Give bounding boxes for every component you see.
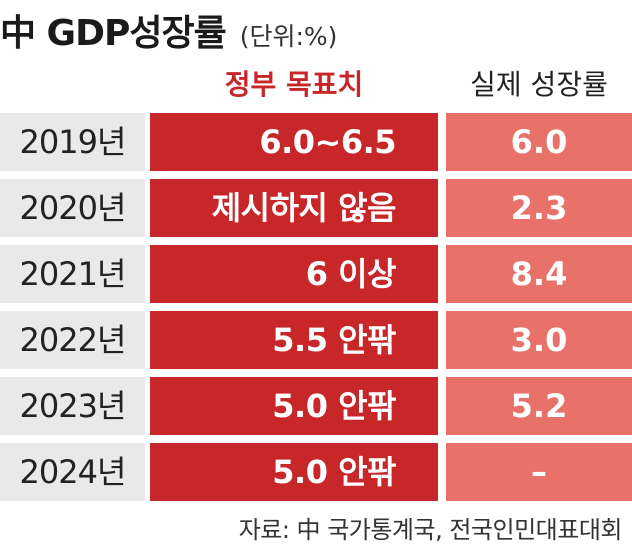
target-cell: 6 이상 <box>150 245 438 303</box>
year-cell: 2024년 <box>0 443 145 501</box>
actual-cell: – <box>446 443 632 501</box>
table-row: 2020년 제시하지 않음 2.3 <box>0 179 632 237</box>
column-header-target: 정부 목표치 <box>224 68 364 101</box>
target-cell: 제시하지 않음 <box>150 179 438 237</box>
year-cell: 2022년 <box>0 311 145 369</box>
target-cell: 5.0 안팎 <box>150 443 438 501</box>
table-row: 2019년 6.0~6.5 6.0 <box>0 113 632 171</box>
actual-cell: 5.2 <box>446 377 632 435</box>
actual-cell: 3.0 <box>446 311 632 369</box>
actual-cell: 6.0 <box>446 113 632 171</box>
actual-cell: 8.4 <box>446 245 632 303</box>
target-cell: 5.5 안팎 <box>150 311 438 369</box>
year-cell: 2019년 <box>0 113 145 171</box>
table-row: 2023년 5.0 안팎 5.2 <box>0 377 632 435</box>
chart-title: 中 GDP성장률 <box>0 13 227 54</box>
unit-label: (단위:%) <box>239 22 338 51</box>
title-row: 中 GDP성장률 (단위:%) <box>0 4 338 54</box>
year-cell: 2023년 <box>0 377 145 435</box>
source-note: 자료: 中 국가통계국, 전국인민대표대회 <box>238 516 623 544</box>
year-cell: 2020년 <box>0 179 145 237</box>
column-header-actual: 실제 성장률 <box>470 68 608 101</box>
table-body: 2019년 6.0~6.5 6.0 2020년 제시하지 않음 2.3 2021… <box>0 113 632 509</box>
year-cell: 2021년 <box>0 245 145 303</box>
table-row: 2024년 5.0 안팎 – <box>0 443 632 501</box>
target-cell: 6.0~6.5 <box>150 113 438 171</box>
table-row: 2022년 5.5 안팎 3.0 <box>0 311 632 369</box>
table-row: 2021년 6 이상 8.4 <box>0 245 632 303</box>
actual-cell: 2.3 <box>446 179 632 237</box>
target-cell: 5.0 안팎 <box>150 377 438 435</box>
